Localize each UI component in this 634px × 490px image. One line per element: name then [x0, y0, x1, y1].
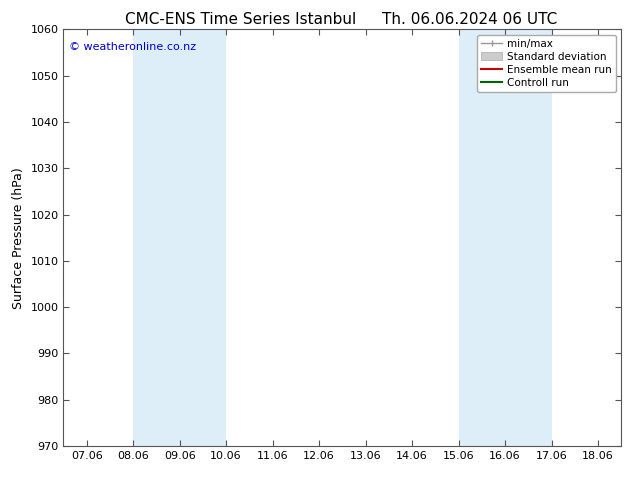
Legend: min/max, Standard deviation, Ensemble mean run, Controll run: min/max, Standard deviation, Ensemble me… [477, 35, 616, 92]
Text: CMC-ENS Time Series Istanbul: CMC-ENS Time Series Istanbul [126, 12, 356, 27]
Bar [458, 29, 552, 446]
Bar [133, 29, 226, 446]
Y-axis label: Surface Pressure (hPa): Surface Pressure (hPa) [12, 167, 25, 309]
Text: Th. 06.06.2024 06 UTC: Th. 06.06.2024 06 UTC [382, 12, 557, 27]
Text: © weatheronline.co.nz: © weatheronline.co.nz [69, 42, 196, 52]
